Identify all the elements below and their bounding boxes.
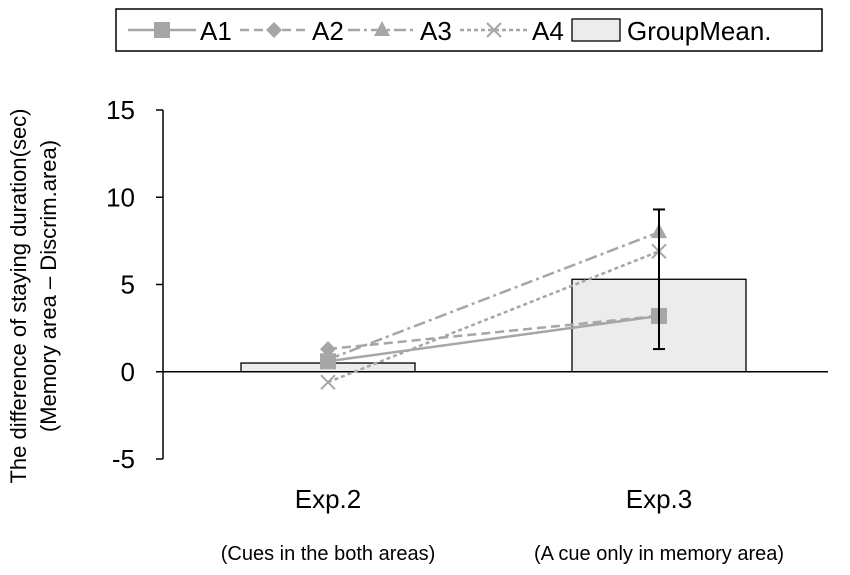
- point-A2-Exp.2: [320, 341, 336, 358]
- x-sublabel: (Cues in the both areas): [221, 543, 436, 565]
- y-tick-label: 10: [106, 182, 135, 212]
- legend-marker-A3: [374, 21, 390, 36]
- y-tick-label: 5: [121, 270, 135, 300]
- point-A4-Exp.2-stroke2: [320, 374, 336, 390]
- legend-marker-A4: [486, 22, 502, 38]
- legend: A1 A2 A3 A4 GroupMean.: [115, 8, 823, 52]
- legend-swatch-bar: [571, 18, 621, 42]
- y-tick-label: -5: [112, 444, 135, 474]
- y-tick-label: 0: [121, 357, 135, 387]
- legend-label-A3: A3: [420, 16, 452, 46]
- legend-label-A4: A4: [532, 16, 564, 46]
- y-axis-title: The difference of staying duration(sec): [6, 108, 31, 483]
- legend-marker-A4-stroke2: [486, 22, 502, 38]
- x-tick-label: Exp.3: [626, 484, 693, 514]
- legend-label-A2: A2: [312, 16, 344, 46]
- x-sublabel: (A cue only in memory area): [534, 543, 784, 565]
- y-tick-label: 15: [106, 95, 135, 125]
- x-tick-label: Exp.2: [295, 484, 362, 514]
- point-A4-Exp.2: [320, 374, 336, 390]
- legend-label-A1: A1: [200, 16, 232, 46]
- series-line-A3: [327, 230, 660, 361]
- y-axis-subtitle: (Memory area – Discrim.area): [36, 140, 61, 432]
- legend-marker-A2: [266, 22, 282, 38]
- legend-label-bar: GroupMean.: [627, 16, 772, 46]
- series-line-A4: [327, 250, 660, 384]
- plot-area: -5 0 5 10 15 Exp.2 (Cues in the both areas) Exp…: [106, 95, 828, 565]
- point-A3-Exp.2: [320, 350, 336, 366]
- series-line-A1: [327, 314, 660, 363]
- legend-marker-A1: [154, 22, 170, 38]
